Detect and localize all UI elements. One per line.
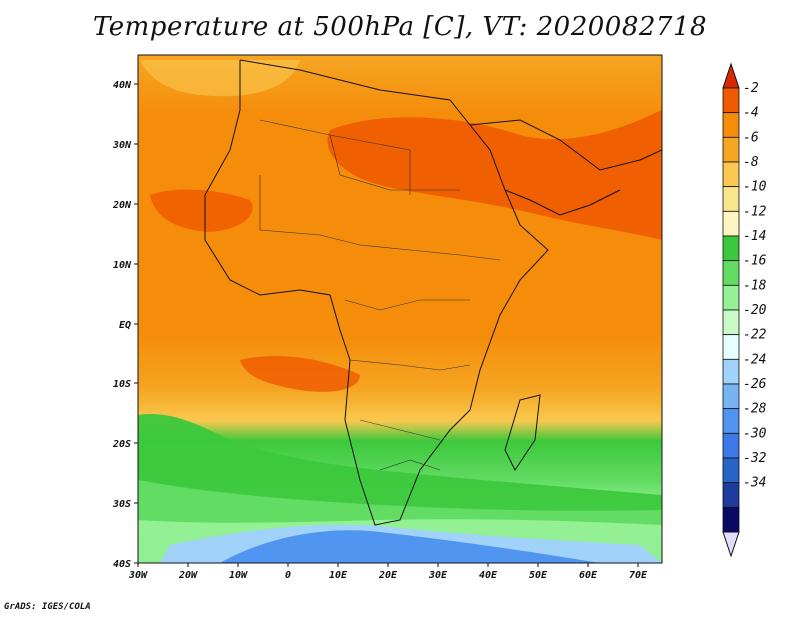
lon-tick-label: 40E [479, 570, 498, 581]
colorbar-label: -28 [743, 402, 767, 417]
temperature-field [138, 55, 662, 563]
colorbar-label: -32 [743, 451, 767, 466]
map-frame [137, 54, 663, 564]
lon-tick-label: 0 [285, 570, 291, 581]
colorbar-swatch [722, 457, 740, 484]
lat-tick-label: 20N [112, 200, 132, 211]
lat-tick-label: 10S [113, 379, 131, 390]
colorbar-swatch [722, 432, 740, 459]
colorbar-label: -8 [743, 155, 759, 170]
lat-tick-label: 20S [112, 439, 131, 450]
colorbar-label: -14 [743, 229, 766, 244]
colorbar-swatch [722, 309, 740, 336]
lon-tick-label: 10W [229, 570, 248, 581]
lat-tick-label: 10N [113, 260, 132, 271]
lat-tick-label: EQ [119, 320, 131, 331]
lon-tick-label: 20E [378, 570, 398, 581]
colorbar-label: -2 [743, 81, 759, 96]
colorbar-label: -4 [743, 106, 759, 121]
colorbar-swatch [722, 136, 740, 163]
colorbar-top-arrow [722, 62, 740, 89]
colorbar-swatch [722, 506, 740, 533]
colorbar-swatch [722, 186, 740, 212]
colorbar: -2 -4 -6 -8 -10 -12 -14 -16 -18 -20 -22 -24 -26 -28 -3… [722, 62, 767, 558]
lon-tick-label: 10E [329, 570, 348, 581]
colorbar-swatch [722, 161, 740, 188]
lon-tick-label: 70E [629, 570, 648, 581]
lon-tick-label: 60E [579, 570, 598, 581]
coastline [204, 59, 662, 526]
colorbar-swatch [722, 112, 740, 138]
colorbar-bottom-arrow [722, 531, 740, 558]
colorbar-swatch [722, 334, 740, 360]
credit-label: GrADS: IGES/COLA [4, 602, 91, 612]
colorbar-label: -34 [743, 476, 766, 491]
colorbar-label: -20 [743, 303, 767, 318]
colorbar-label: -22 [743, 328, 767, 343]
colorbar-label: -26 [743, 377, 767, 392]
lon-tick-label: 50E [529, 570, 548, 581]
lat-tick-label: 30N [112, 140, 132, 151]
colorbar-label: -10 [743, 180, 767, 195]
colorbar-label: -6 [743, 130, 759, 145]
colorbar-label: -18 [743, 278, 767, 293]
lat-ticks [134, 83, 138, 564]
colorbar-label: -24 [743, 352, 766, 367]
country-borders [259, 119, 501, 471]
lon-tick-label: 30W [128, 570, 148, 581]
colorbar-label: -30 [743, 426, 767, 441]
colorbar-swatch [722, 408, 740, 434]
colorbar-swatch [722, 210, 740, 237]
colorbar-swatch [722, 482, 740, 508]
lon-tick-label: 20W [178, 570, 198, 581]
colorbar-swatch [722, 87, 740, 114]
colorbar-swatch [722, 260, 740, 286]
lat-tick-label: 40S [113, 559, 131, 570]
lon-tick-label: 30E [428, 570, 448, 581]
lat-tick-label: 30S [112, 499, 131, 510]
lon-ticks [137, 563, 639, 567]
lat-tick-label: 40N [113, 80, 132, 91]
colorbar-swatch [722, 284, 740, 311]
colorbar-label: -16 [743, 254, 767, 269]
colorbar-swatch [722, 235, 740, 262]
colorbar-label: -12 [743, 204, 767, 219]
chart-title: Temperature at 500hPa [C], VT: 202008271… [92, 12, 708, 42]
colorbar-swatch [722, 358, 740, 385]
colorbar-swatch [722, 383, 740, 410]
